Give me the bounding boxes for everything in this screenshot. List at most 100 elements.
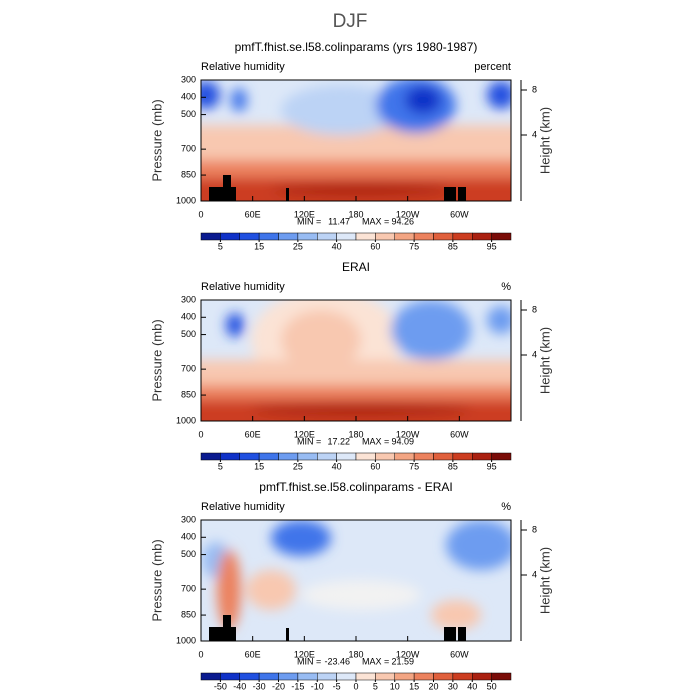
colorbar-label: 40 [467, 681, 477, 691]
x-tick-label: 60W [450, 649, 469, 659]
right-label: % [501, 501, 511, 513]
colorbar-label: 5 [218, 241, 223, 251]
y-tick-label: 500 [181, 549, 196, 559]
colorbar-box [472, 452, 492, 461]
colorbar-label: 15 [254, 461, 264, 471]
colorbar-box [297, 232, 318, 241]
colorbar-label: -5 [333, 681, 341, 691]
topography [209, 627, 236, 641]
colorbar-label: 50 [487, 681, 497, 691]
panel: pmfT.fhist.se.l58.colinparams - ERAI Rela… [149, 480, 552, 691]
colorbar-box [258, 232, 279, 241]
colorbar-label: -20 [272, 681, 285, 691]
contour-field [201, 300, 511, 421]
colorbar-label: -50 [214, 681, 227, 691]
topography [444, 187, 456, 201]
colorbar-box [355, 232, 376, 241]
colorbar-label: 15 [254, 241, 264, 251]
y2-axis-title: Height (km) [537, 547, 552, 614]
figure-title: DJF [333, 11, 368, 32]
colorbar-label: 60 [370, 241, 380, 251]
colorbar-box [258, 672, 279, 681]
field-shape [231, 88, 247, 112]
colorbar-box [278, 452, 299, 461]
y2-tick-label: 8 [532, 524, 537, 534]
colorbar-box [220, 232, 240, 241]
colorbar-label: 5 [373, 681, 378, 691]
panel-title: pmfT.fhist.se.l58.colinparams - ERAI [259, 480, 452, 494]
colorbar-box [394, 672, 415, 681]
x-tick-label: 180 [348, 429, 363, 439]
field-shape [487, 81, 511, 109]
panel: pmfT.fhist.se.l58.colinparams (yrs 1980-… [149, 40, 552, 251]
y-tick-label: 700 [181, 584, 196, 594]
x-tick-label: 0 [198, 209, 203, 219]
y2-tick-label: 8 [532, 304, 537, 314]
left-label: Relative humidity [201, 501, 285, 513]
right-label: percent [474, 61, 511, 73]
field-shapes [201, 80, 511, 201]
min-value: 17.22 [327, 436, 350, 446]
y-tick-label: 500 [181, 329, 196, 339]
x-tick-label: 0 [198, 649, 203, 659]
topography [286, 188, 289, 201]
field-shapes [202, 520, 511, 630]
colorbar-label: 75 [409, 461, 419, 471]
colorbar-label: 95 [487, 461, 497, 471]
x-tick-label: 120W [396, 429, 420, 439]
colorbar-box [200, 232, 221, 241]
y2-tick-label: 4 [532, 569, 537, 579]
colorbar-label: -40 [233, 681, 246, 691]
y2-axis-title: Height (km) [537, 107, 552, 174]
field-shape [301, 580, 421, 610]
field-shape [446, 520, 511, 570]
y-tick-label: 300 [181, 294, 196, 304]
y-tick-label: 850 [181, 609, 196, 619]
colorbar-box [355, 452, 376, 461]
min-label: MIN = [297, 216, 321, 226]
colorbar-box [336, 232, 357, 241]
colorbar-label: 15 [409, 681, 419, 691]
topography [209, 187, 236, 201]
colorbar-label: 0 [353, 681, 358, 691]
colorbar-box [220, 452, 240, 461]
field-shape [487, 306, 511, 334]
x-tick-label: 120E [294, 429, 315, 439]
y-tick-label: 300 [181, 74, 196, 84]
colorbar-box [452, 232, 473, 241]
y-axis-title: Pressure (mb) [149, 539, 164, 621]
field-shape [431, 600, 481, 630]
contour-field [201, 520, 511, 641]
left-label: Relative humidity [201, 281, 285, 293]
y-tick-label: 850 [181, 169, 196, 179]
field-shape [271, 520, 331, 556]
colorbar-box [317, 232, 337, 241]
colorbar-label: -30 [253, 681, 266, 691]
colorbar-box [413, 672, 434, 681]
y-tick-label: 1000 [176, 635, 196, 645]
field-shape [217, 550, 241, 630]
field-shape [271, 184, 451, 196]
colorbar-box [278, 672, 299, 681]
colorbar-box [491, 232, 512, 241]
topography [458, 627, 466, 641]
y-axis-title: Pressure (mb) [149, 99, 164, 181]
colorbar-box [413, 232, 434, 241]
max-label: MAX = [362, 216, 389, 226]
colorbar-label: 40 [332, 241, 342, 251]
colorbar-box [433, 452, 454, 461]
y2-tick-label: 8 [532, 84, 537, 94]
colorbar-label: 30 [448, 681, 458, 691]
y2-axis-title: Height (km) [537, 327, 552, 394]
colorbar-box [491, 672, 512, 681]
colorbar-box [317, 672, 337, 681]
field-shape [251, 404, 471, 416]
min-value: 11.47 [328, 216, 350, 226]
field-shape [246, 570, 296, 610]
colorbar-box [336, 452, 357, 461]
left-label: Relative humidity [201, 61, 285, 73]
field-shape [226, 313, 244, 337]
colorbar-box [317, 452, 337, 461]
y-tick-label: 1000 [176, 195, 196, 205]
y-tick-label: 400 [181, 532, 196, 542]
